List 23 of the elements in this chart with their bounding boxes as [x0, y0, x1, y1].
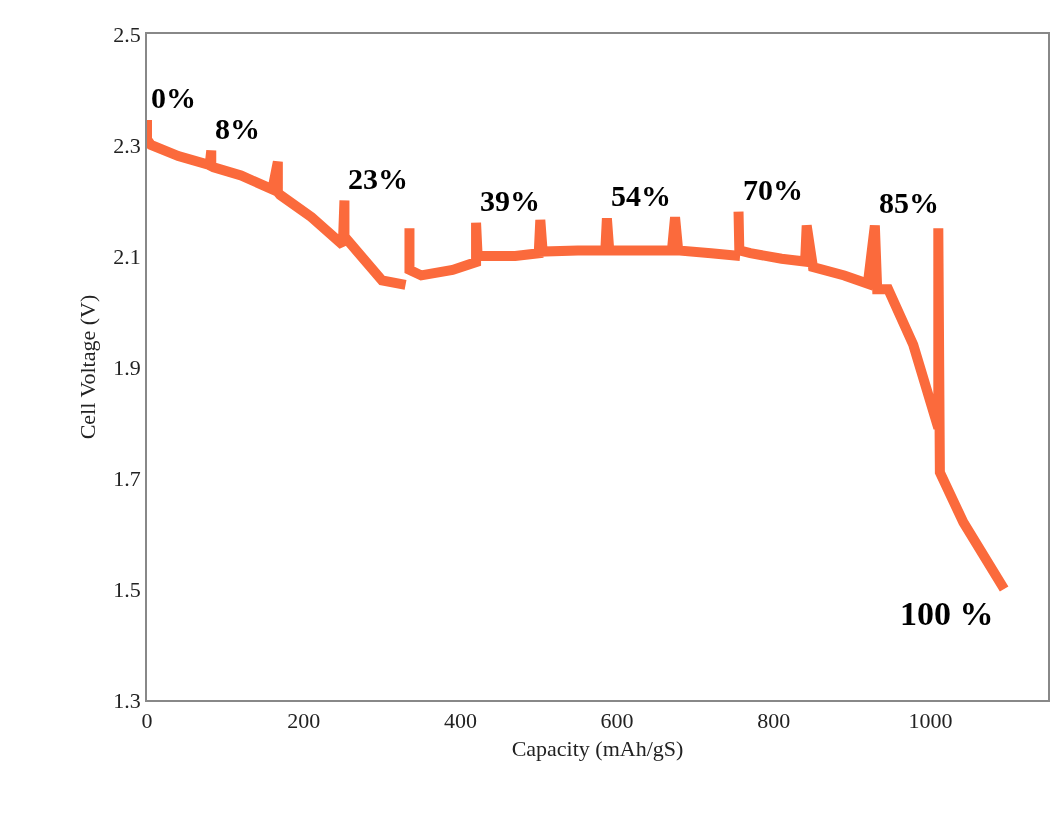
x-tick-label: 1000: [908, 708, 953, 734]
x-tick-label: 0: [141, 708, 153, 734]
y-tick-label: 1.9: [113, 354, 141, 380]
x-tick-label: 200: [287, 708, 321, 734]
y-tick-label: 1.5: [113, 576, 141, 602]
annotation: 100 %: [900, 595, 994, 632]
annotation: 85%: [879, 186, 939, 219]
annotation: 23%: [348, 162, 408, 195]
x-axis-title: Capacity (mAh/gS): [511, 735, 684, 761]
annotation: 70%: [743, 173, 803, 206]
y-axis-title: Cell Voltage (V): [74, 294, 100, 440]
y-tick-label: 2.3: [113, 132, 141, 158]
y-tick-label: 2.5: [113, 21, 141, 47]
y-tick-label: 1.7: [113, 465, 141, 491]
x-tick-label: 800: [757, 708, 791, 734]
y-tick-label: 1.3: [113, 687, 141, 713]
x-tick-label: 400: [443, 708, 477, 734]
annotation: 39%: [480, 184, 540, 217]
annotation: 54%: [611, 179, 671, 212]
y-tick-label: 2.1: [113, 243, 141, 269]
x-tick-label: 600: [600, 708, 634, 734]
annotation: 8%: [215, 112, 260, 145]
annotation: 0%: [151, 81, 196, 114]
